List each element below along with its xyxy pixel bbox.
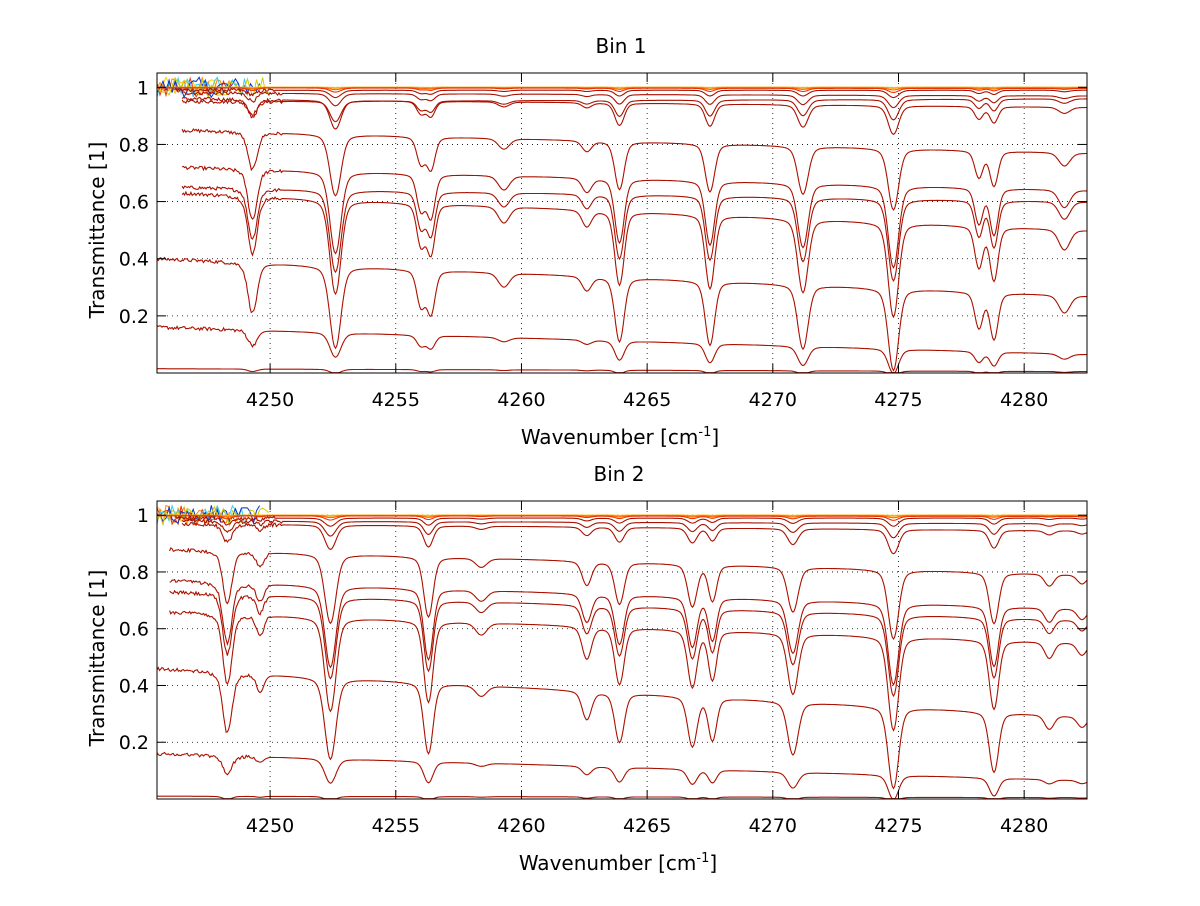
y-axis-label: Transmittance [1]	[85, 142, 109, 320]
y-tick-label: 0.8	[119, 562, 149, 584]
y-axis-label: Transmittance [1]	[85, 570, 109, 748]
chart-title: Bin 1	[595, 34, 646, 58]
x-tick-label: 4280	[1000, 389, 1048, 411]
y-tick-label: 1	[137, 77, 149, 99]
x-tick-label: 4275	[874, 815, 922, 837]
x-tick-label: 4270	[749, 389, 797, 411]
x-axis-label: Wavenumber [cm-1]	[519, 851, 717, 875]
x-tick-label: 4280	[1000, 815, 1048, 837]
x-tick-label: 4275	[874, 389, 922, 411]
x-tick-label: 4260	[497, 815, 545, 837]
x-tick-label: 4255	[372, 815, 420, 837]
x-axis-label: Wavenumber [cm-1]	[521, 425, 719, 449]
y-tick-label: 0.8	[119, 134, 149, 156]
x-tick-label: 4270	[749, 815, 797, 837]
y-tick-label: 0.2	[119, 732, 149, 754]
x-tick-label: 4250	[246, 815, 294, 837]
x-tick-label: 4255	[372, 389, 420, 411]
y-tick-label: 0.4	[119, 675, 149, 697]
y-tick-label: 0.6	[119, 619, 149, 641]
x-tick-label: 4250	[246, 389, 294, 411]
y-tick-label: 0.2	[119, 306, 149, 328]
x-tick-label: 4265	[623, 389, 671, 411]
y-tick-label: 1	[137, 505, 149, 527]
y-tick-label: 0.4	[119, 249, 149, 271]
y-tick-label: 0.6	[119, 192, 149, 214]
x-tick-label: 4260	[497, 389, 545, 411]
x-tick-label: 4265	[623, 815, 671, 837]
chart-title: Bin 2	[593, 462, 644, 486]
